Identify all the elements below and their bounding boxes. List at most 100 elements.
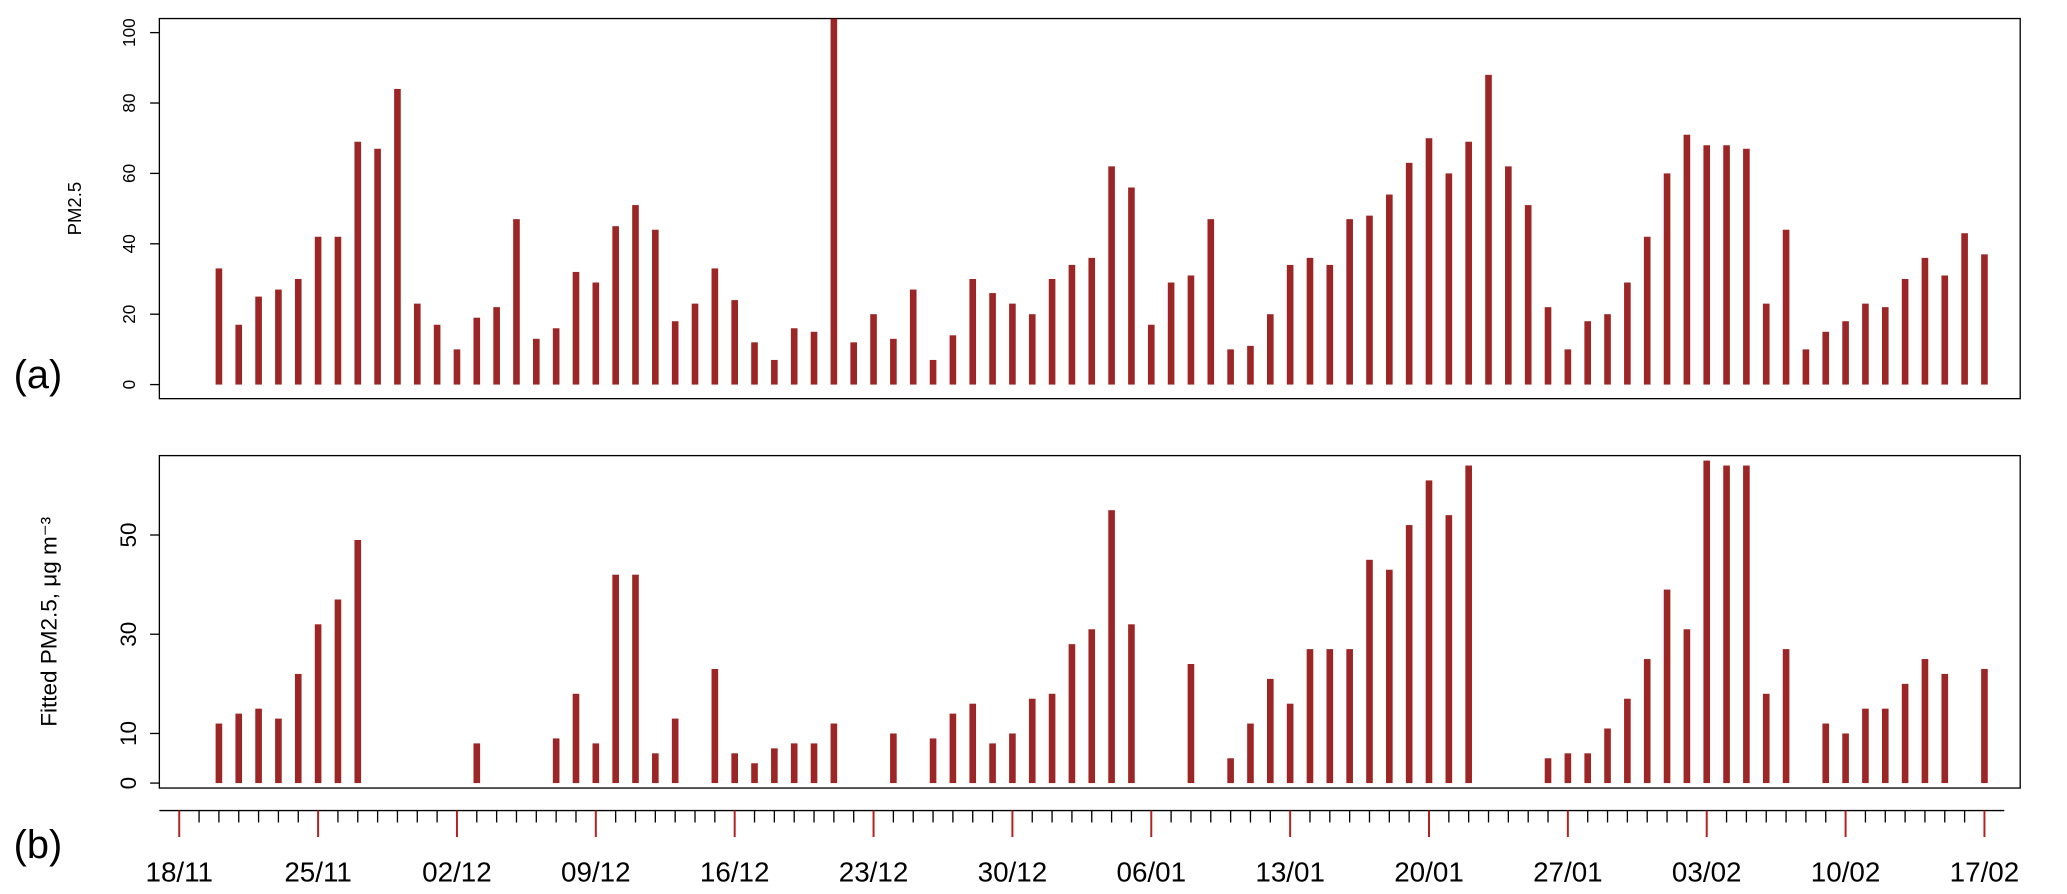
- bar: [1921, 659, 1929, 784]
- bar: [1227, 349, 1234, 385]
- bar: [1723, 465, 1730, 784]
- bar: [314, 624, 322, 784]
- bar: [1881, 708, 1889, 784]
- bar: [1683, 629, 1691, 784]
- bar: [909, 289, 917, 385]
- bar: [1981, 254, 1988, 385]
- bar: [1921, 257, 1929, 385]
- x-tick-label: 10/02: [1811, 856, 1881, 887]
- bar: [1624, 698, 1631, 784]
- bar: [1009, 303, 1016, 385]
- bar: [1128, 187, 1135, 385]
- bar: [612, 226, 619, 385]
- bar: [532, 338, 540, 385]
- bar: [1941, 275, 1949, 385]
- bar: [989, 293, 996, 385]
- bar: [1465, 465, 1472, 784]
- bar: [1405, 162, 1413, 385]
- bar: [1009, 733, 1016, 784]
- x-tick-label: 23/12: [839, 856, 909, 887]
- bar: [1485, 74, 1492, 385]
- bar: [1524, 205, 1532, 385]
- bar: [1842, 733, 1849, 784]
- bar: [275, 718, 282, 784]
- y-tick-label: 0: [116, 777, 141, 790]
- bar: [1782, 229, 1790, 385]
- bar: [1108, 166, 1115, 385]
- bar: [1266, 314, 1274, 385]
- bar: [215, 268, 223, 385]
- bar: [354, 539, 362, 784]
- bar: [1901, 683, 1909, 784]
- bar: [1048, 693, 1056, 784]
- bar: [1425, 480, 1433, 784]
- bar: [632, 574, 639, 784]
- bar: [1762, 303, 1770, 385]
- bar: [1326, 264, 1334, 385]
- bar: [1862, 708, 1869, 784]
- bar: [1842, 321, 1849, 385]
- bar: [1445, 515, 1453, 784]
- x-tick-label: 13/01: [1255, 856, 1325, 887]
- bar: [1941, 673, 1949, 784]
- bar: [235, 324, 243, 385]
- bar: [711, 668, 719, 784]
- bar: [751, 763, 758, 784]
- bar: [731, 753, 738, 784]
- x-tick-label: 03/02: [1672, 856, 1742, 887]
- bar: [929, 738, 937, 784]
- bar: [830, 723, 838, 784]
- bar: [1425, 138, 1433, 385]
- bar: [453, 349, 461, 385]
- x-tick-label: 09/12: [561, 856, 631, 887]
- bar: [1703, 145, 1711, 385]
- bar: [1961, 233, 1968, 385]
- y-axis-title: PM2.5: [64, 182, 85, 236]
- y-tick-label: 20: [119, 305, 139, 324]
- bar: [1901, 278, 1909, 385]
- bar: [1386, 569, 1393, 784]
- bar: [771, 359, 778, 385]
- bar: [1028, 314, 1036, 385]
- x-tick-label: 16/12: [700, 856, 770, 887]
- bar: [691, 303, 699, 385]
- bar: [1981, 668, 1988, 784]
- bar: [1802, 349, 1810, 385]
- bar: [1346, 649, 1353, 784]
- y-tick-label: 40: [119, 234, 139, 253]
- bar: [969, 703, 977, 784]
- bar: [1643, 659, 1651, 784]
- bar: [215, 723, 223, 784]
- y-tick-label: 30: [116, 622, 141, 647]
- bar: [354, 141, 362, 385]
- panel-b-frame: [158, 454, 2021, 789]
- bar: [1663, 589, 1671, 784]
- bar: [1366, 215, 1373, 385]
- bar: [1624, 282, 1631, 385]
- y-tick-label: 100: [119, 18, 139, 47]
- bar: [671, 718, 679, 784]
- bar: [493, 307, 500, 385]
- bar: [810, 743, 818, 784]
- bar: [612, 574, 619, 784]
- bar: [790, 328, 798, 385]
- bar: [949, 713, 957, 784]
- bar: [1306, 649, 1314, 784]
- bar: [652, 753, 659, 784]
- bar: [1762, 693, 1770, 784]
- bar: [890, 338, 897, 385]
- bar: [751, 342, 758, 385]
- bar: [1326, 649, 1334, 784]
- bar: [1088, 257, 1096, 385]
- bar: [572, 693, 580, 784]
- bar: [255, 296, 262, 385]
- bar: [394, 88, 401, 385]
- bar: [1167, 282, 1175, 385]
- bar: [1822, 331, 1830, 385]
- bar: [671, 321, 679, 385]
- bar: [929, 359, 937, 385]
- bar: [1068, 644, 1076, 784]
- bar: [1108, 510, 1115, 784]
- y-tick-label: 10: [116, 721, 141, 746]
